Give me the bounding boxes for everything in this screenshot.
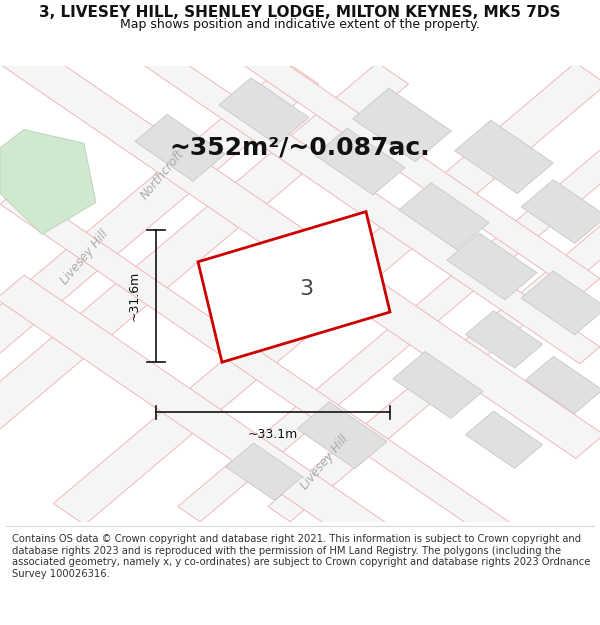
Polygon shape bbox=[399, 182, 489, 249]
Polygon shape bbox=[0, 188, 600, 601]
Text: Map shows position and indicative extent of the property.: Map shows position and indicative extent… bbox=[120, 18, 480, 31]
Text: ~33.1m: ~33.1m bbox=[248, 428, 298, 441]
Polygon shape bbox=[447, 233, 537, 300]
Text: 3, LIVESEY HILL, SHENLEY LODGE, MILTON KEYNES, MK5 7DS: 3, LIVESEY HILL, SHENLEY LODGE, MILTON K… bbox=[39, 5, 561, 20]
Polygon shape bbox=[353, 88, 451, 162]
Text: Contains OS data © Crown copyright and database right 2021. This information is : Contains OS data © Crown copyright and d… bbox=[12, 534, 590, 579]
Polygon shape bbox=[297, 402, 387, 469]
Polygon shape bbox=[393, 352, 483, 418]
Text: Livesey Hill: Livesey Hill bbox=[58, 228, 110, 287]
Polygon shape bbox=[0, 38, 600, 458]
Polygon shape bbox=[526, 356, 600, 414]
Polygon shape bbox=[455, 120, 553, 194]
Polygon shape bbox=[135, 114, 225, 181]
Text: 3: 3 bbox=[299, 279, 313, 299]
Polygon shape bbox=[219, 78, 309, 144]
Polygon shape bbox=[53, 62, 600, 525]
Polygon shape bbox=[198, 212, 390, 362]
Text: Northcroft: Northcroft bbox=[137, 148, 187, 202]
Polygon shape bbox=[466, 411, 542, 468]
Polygon shape bbox=[521, 271, 600, 335]
Polygon shape bbox=[0, 0, 600, 296]
Polygon shape bbox=[0, 62, 409, 525]
Polygon shape bbox=[0, 0, 600, 364]
Text: Livesey Hill: Livesey Hill bbox=[298, 433, 350, 492]
Text: ~31.6m: ~31.6m bbox=[128, 271, 141, 321]
Polygon shape bbox=[226, 443, 302, 501]
Polygon shape bbox=[0, 129, 96, 234]
Polygon shape bbox=[521, 180, 600, 244]
Text: ~352m²/~0.087ac.: ~352m²/~0.087ac. bbox=[170, 136, 430, 160]
Polygon shape bbox=[0, 275, 600, 625]
Polygon shape bbox=[466, 311, 542, 368]
Polygon shape bbox=[0, 62, 319, 525]
Polygon shape bbox=[268, 66, 600, 522]
Polygon shape bbox=[315, 128, 405, 195]
Polygon shape bbox=[178, 66, 600, 522]
